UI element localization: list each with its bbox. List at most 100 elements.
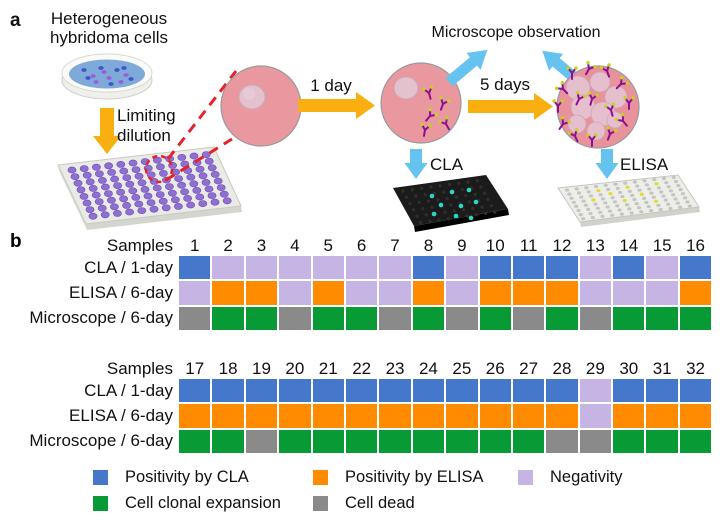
sample-number: 10 <box>485 236 505 256</box>
panel-a-illustration: a Heterogeneous hybridoma cells Limiting… <box>10 9 700 232</box>
grid-cell <box>511 255 546 281</box>
antibody-icon <box>606 126 618 141</box>
grid-cell <box>278 403 312 429</box>
sample-number: 21 <box>318 359 338 379</box>
sample-number: 12 <box>552 236 572 256</box>
sample-number: 31 <box>652 359 672 379</box>
well-plate-icon <box>57 146 242 230</box>
grid-cell <box>278 255 312 281</box>
antibody-icon <box>438 115 450 131</box>
grid-cell <box>445 403 479 429</box>
grid-cell <box>478 280 512 306</box>
grid-cell <box>578 280 613 306</box>
grid-cell <box>678 280 713 306</box>
grid-cell <box>478 255 512 281</box>
one-day-arrow-icon <box>298 92 375 119</box>
legend-swatch-icon <box>93 469 108 485</box>
sample-number: 4 <box>290 236 300 256</box>
samples-grid-17-32: Samples 17 18 19 20 21 22 23 24 25 26 27 28 29 30 31 32… <box>0 353 725 454</box>
selected-well-dashed-circle-icon <box>144 154 174 184</box>
grid-cell <box>311 255 345 281</box>
limiting-label-line1: Limiting <box>117 106 176 125</box>
limiting-label-line2: dilution <box>117 126 171 145</box>
grid-cell <box>645 255 679 281</box>
microscope-arrow-right-icon <box>542 50 580 84</box>
antibody-icon <box>558 115 571 130</box>
magnifier-dashed-line-top <box>166 70 238 160</box>
grid-cell <box>378 428 412 454</box>
grid-cell <box>178 280 212 306</box>
sample-number: 32 <box>686 359 706 379</box>
grid-cell <box>645 305 679 331</box>
grid-cell <box>311 305 345 331</box>
row-label: Microscope / 6-day <box>29 431 173 451</box>
cell-day1-well-icon <box>380 62 462 144</box>
sample-number: 17 <box>185 359 205 379</box>
grid-cell <box>378 403 412 429</box>
grid-cell <box>445 280 479 306</box>
grid-cell <box>645 280 679 306</box>
grid-cell <box>411 378 446 404</box>
legend-label: Positivity by CLA <box>125 467 249 486</box>
grid-cell <box>578 428 613 454</box>
assay-row-microscope: Microscope / 6-day <box>0 428 725 454</box>
assay-row-cla: CLA / 1-day <box>0 378 725 404</box>
grid-cell <box>211 378 245 404</box>
five-days-label: 5 days <box>480 75 530 94</box>
grid-cell <box>511 305 546 331</box>
row-label: Microscope / 6-day <box>29 308 173 328</box>
grid-cell <box>344 305 379 331</box>
sample-number: 30 <box>619 359 639 379</box>
grid-cell <box>211 305 245 331</box>
cla-chip-icon <box>393 175 509 232</box>
sample-number: 28 <box>552 359 572 379</box>
grid-cell <box>445 305 479 331</box>
legend-label: Cell dead <box>345 493 415 512</box>
grid-cell <box>578 403 613 429</box>
grid-cell <box>378 280 412 306</box>
grid-cell <box>612 305 646 331</box>
grid-cell <box>244 428 279 454</box>
grid-cell <box>411 255 446 281</box>
antibody-icon <box>425 107 438 122</box>
sample-number: 26 <box>485 359 505 379</box>
microscope-observation-label: Microscope observation <box>432 24 601 41</box>
sample-number: 15 <box>652 236 672 256</box>
grid-cell <box>411 403 446 429</box>
assay-row-microscope: Microscope / 6-day <box>0 305 725 331</box>
heterogeneous-cells-title-line1: Heterogeneous <box>51 9 167 28</box>
row-label: ELISA / 6-day <box>69 282 173 302</box>
grid-cell <box>678 255 713 281</box>
grid-cell <box>311 428 345 454</box>
assay-row-cla: CLA / 1-day <box>0 255 725 281</box>
grid-header: Samples 1 2 3 4 5 6 7 8 9 10 11 12 13 14 15 16 <box>0 230 725 255</box>
grid-cell <box>311 378 345 404</box>
grid-cell <box>612 280 646 306</box>
antibody-icon <box>552 99 564 113</box>
sample-number: 14 <box>619 236 639 256</box>
sample-number: 3 <box>256 236 267 256</box>
sample-number: 25 <box>452 359 472 379</box>
grid-cell <box>478 378 512 404</box>
sample-number: 24 <box>418 359 438 379</box>
grid-cell <box>344 378 379 404</box>
limiting-dilution-arrow-icon <box>93 108 121 154</box>
magnifier-dashed-line-bottom <box>165 137 233 182</box>
legend-label: Cell clonal expansion <box>125 493 281 512</box>
assay-row-elisa: ELISA / 6-day <box>0 403 725 429</box>
grid-cell <box>244 280 279 306</box>
panel-b-label: b <box>10 231 22 252</box>
legend: Positivity by CLA Positivity by ELISA Nega… <box>93 464 622 516</box>
clonal-expansion-well-icon <box>552 60 640 149</box>
row-label: CLA / 1-day <box>84 257 173 277</box>
sample-number: 23 <box>385 359 405 379</box>
grid-cell <box>378 305 412 331</box>
antibody-icon <box>566 66 578 80</box>
legend-swatch-icon <box>313 495 328 511</box>
sample-number: 19 <box>252 359 271 379</box>
grid-cell <box>445 428 479 454</box>
grid-cell <box>511 428 546 454</box>
sample-numbers-row: 17 18 19 20 21 22 23 24 25 26 27 28 29 30 31 32 <box>178 360 712 378</box>
samples-label: Samples <box>106 359 173 379</box>
